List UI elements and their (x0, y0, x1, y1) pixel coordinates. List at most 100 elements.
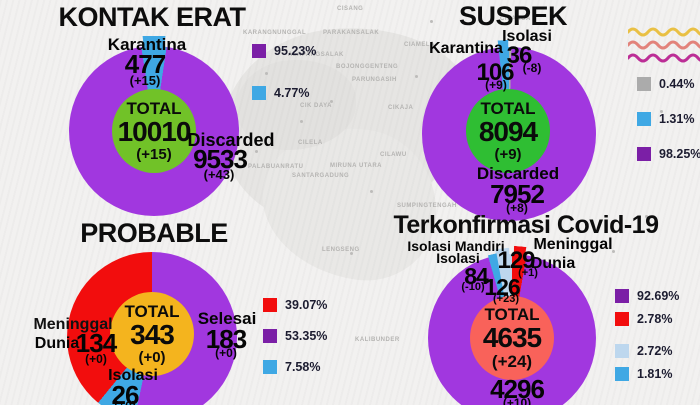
legend-percent: 4.77% (274, 86, 310, 100)
legend-row: 2.72% (615, 344, 679, 358)
map-dot (470, 230, 473, 233)
legend-row: 98.25% (637, 147, 700, 161)
suspek-total-label: TOTAL (480, 99, 536, 118)
suspek-total-value: 8094 (478, 116, 538, 147)
kontak-erat-discarded-value: 9533 (193, 144, 248, 174)
blue-swatch-icon (263, 360, 277, 374)
legend-percent: 2.78% (637, 312, 673, 326)
map-label: CIKAJA (388, 105, 414, 111)
purple-swatch-icon (637, 147, 651, 161)
legend-percent: 1.81% (637, 367, 673, 381)
map-label: PARUNGASIH (352, 77, 397, 83)
map-dot (415, 75, 418, 78)
suspek-isolasi-label: Isolasi (502, 28, 552, 45)
kontak-erat-title: KONTAK ERAT (58, 2, 246, 32)
map-label: SANTARGADUNG (292, 173, 350, 179)
map-dot (660, 110, 663, 113)
suspek-discarded-delta: (+8) (506, 201, 528, 215)
probable-selesai-label: Selesai (197, 309, 257, 328)
map-label: KARANGNUNGGAL (243, 30, 307, 36)
probable-legend: 39.07% 53.35% 7.58% (263, 298, 327, 374)
terkonfirmasi-legend: 92.69% 2.78% 2.72% 1.81% (615, 289, 679, 381)
legend-row: 0.44% (637, 77, 700, 91)
legend-row: 7.58% (263, 360, 327, 374)
legend-percent: 0.44% (659, 77, 695, 91)
probable-isolasi-delta: (+0) (114, 400, 136, 405)
terkonfirmasi-isolasi-mandiri-label: Isolasi Mandiri (407, 238, 505, 254)
map-dot (430, 20, 433, 23)
red-swatch-icon (615, 312, 629, 326)
terkonfirmasi-isolasi-mandiri-delta: (+23) (493, 293, 519, 305)
kontak-erat-total-label: TOTAL (126, 99, 182, 118)
suspek-isolasi-delta: (-8) (522, 61, 542, 75)
kontak-erat-karantina-value: 477 (124, 49, 166, 79)
blue-swatch-icon (615, 367, 629, 381)
map-dot (255, 150, 258, 153)
terkonfirmasi-center: TOTAL 4635 (+24) (470, 296, 554, 380)
terkonfirmasi-isolasi-label: Isolasi (436, 250, 480, 266)
purple-swatch-icon (252, 44, 266, 58)
legend-row: 53.35% (263, 329, 327, 343)
terkonfirmasi-selesai-delta: (+10) (502, 396, 532, 405)
terkonfirmasi-meninggal-value: 129 (497, 247, 535, 274)
map-dot (645, 215, 648, 218)
legend-row: 4.77% (252, 86, 316, 100)
legend-percent: 1.31% (659, 112, 695, 126)
suspek-karantina-value: 106 (476, 59, 514, 86)
legend-percent: 53.35% (285, 329, 328, 343)
probable-meninggal-label-2: Dunia (34, 335, 80, 352)
map-label: CISARUA (500, 16, 531, 22)
terkonfirmasi-selesai-value: 4296 (490, 374, 545, 404)
map-label: PALABUANRATU (248, 164, 304, 170)
map-dot (242, 330, 245, 333)
legend-row: 1.31% (637, 112, 700, 126)
probable-total-delta: (+0) (138, 349, 166, 366)
map-label: BOJONGGENTENG (336, 64, 399, 70)
kontak-erat-total-delta: (+15) (136, 146, 172, 163)
kontak-erat-total-value: 10010 (117, 116, 192, 147)
legend-percent: 39.07% (285, 298, 328, 312)
terkonfirmasi-isolasi-value: 84 (464, 263, 489, 289)
map-dot (370, 190, 373, 193)
suspek-karantina-delta: (+9) (485, 78, 507, 92)
probable-isolasi-label: Isolasi (108, 367, 158, 384)
kontak-erat-discarded-label: Discarded (187, 130, 275, 150)
suspek-total-delta: (+9) (494, 146, 522, 163)
map-dot (330, 100, 333, 103)
map-dot (300, 120, 303, 123)
map-label: CIK DAYA (300, 103, 332, 109)
legend-percent: 7.58% (285, 360, 321, 374)
probable-meninggal-delta: (+0) (85, 352, 107, 366)
blue-swatch-icon (637, 112, 651, 126)
map-label: CIAMELA (404, 42, 435, 48)
terkonfirmasi-total-value: 4635 (482, 322, 542, 353)
map-dot (612, 250, 615, 253)
legend-row: 39.07% (263, 298, 327, 312)
terkonfirmasi-meninggal-delta: (+1) (518, 267, 538, 279)
kontak-erat-center: TOTAL 10010 (+15) (112, 89, 196, 173)
terkonfirmasi-isolasi-mandiri-value: 126 (484, 274, 520, 300)
suspek-legend: 0.44% 1.31% 98.25% (637, 77, 700, 161)
probable-center: TOTAL 343 (+0) (110, 292, 194, 376)
map-dot (300, 366, 303, 369)
suspek-isolasi-value: 36 (506, 42, 533, 69)
map-label: CISANG (337, 6, 364, 12)
terkonfirmasi-total-label: TOTAL (484, 305, 540, 324)
terkonfirmasi-isolasi-delta: (-10) (461, 281, 485, 293)
legend-row: 95.23% (252, 44, 316, 58)
map-label: CILELA (298, 140, 323, 146)
map-region-shape (236, 60, 356, 150)
legend-percent: 98.25% (659, 147, 700, 161)
terkonfirmasi-title: Terkonfirmasi Covid-19 (393, 211, 659, 239)
terkonfirmasi-total-delta: (+24) (491, 352, 533, 371)
kontak-erat-karantina-label: Karantina (107, 35, 187, 54)
map-label: MIRUNA UTARA (330, 163, 382, 169)
wave-lines-icon (628, 27, 700, 63)
probable-selesai-delta: (+0) (215, 346, 237, 360)
map-dot (265, 72, 268, 75)
map-dot (350, 252, 353, 255)
light-blue-swatch-icon (615, 344, 629, 358)
probable-title: PROBABLE (80, 218, 228, 248)
map-label: PARAKANSALAK (323, 30, 380, 36)
